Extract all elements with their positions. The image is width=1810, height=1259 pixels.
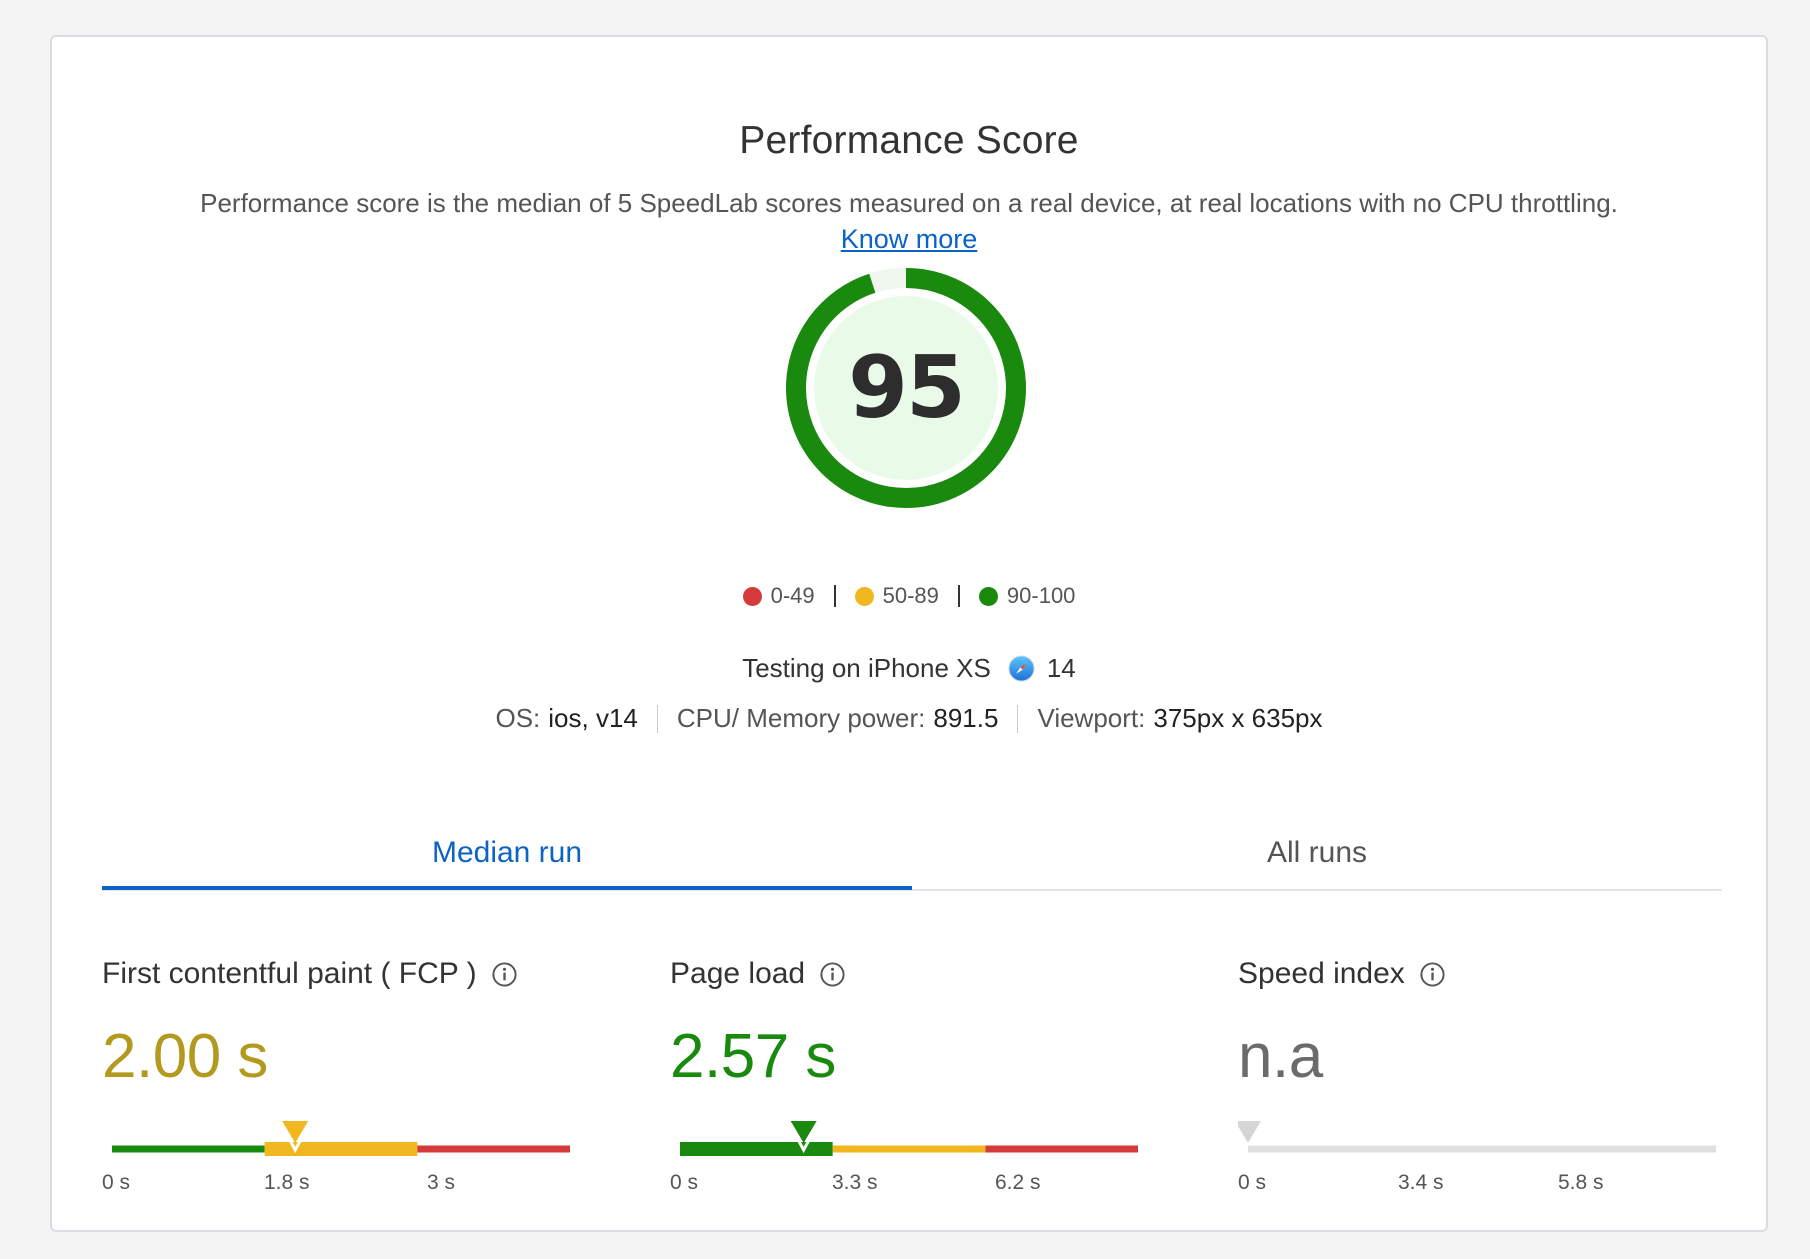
os-value: ios, v14 (548, 703, 638, 733)
legend-divider (833, 585, 836, 607)
legend-label-good: 90-100 (1006, 583, 1076, 608)
tick-label: 1.8 s (264, 1171, 310, 1194)
scale-marker (790, 1121, 817, 1143)
device-label: Testing on iPhone XS (742, 653, 991, 683)
metric-fcp: First contentful paint ( FCP ) 2.00 s 0 … (102, 957, 582, 1217)
scale-marker (1238, 1121, 1261, 1143)
metric-value: 2.00 s (102, 1022, 268, 1091)
metric-name: Page load (670, 957, 846, 991)
scale-segment (112, 1145, 265, 1153)
metric-label: Speed index (1238, 957, 1405, 990)
score-legend: 0-49 50-89 90-100 (52, 583, 1766, 609)
metric-value: 2.57 s (670, 1022, 836, 1091)
tick-label: 0 s (670, 1171, 699, 1194)
metric-label: Page load (670, 957, 806, 990)
scale-segment (680, 1142, 833, 1156)
info-icon[interactable] (491, 961, 518, 988)
legend-dot-red (742, 586, 762, 606)
score-value: 95 (848, 338, 966, 438)
metric-scale-bar (680, 1121, 1138, 1156)
metric-scale-bar (112, 1121, 570, 1156)
os-label: OS: (495, 703, 541, 733)
tick-label: 5.8 s (1558, 1171, 1604, 1194)
gauge-arc (786, 268, 1026, 508)
device-specs: OS: ios, v14 CPU/ Memory power: 891.5 Vi… (52, 703, 1766, 734)
tick-label: 3.3 s (832, 1171, 878, 1194)
browser-version: 14 (1046, 653, 1076, 683)
know-more-container: Know more (52, 224, 1766, 255)
legend-dot-green (978, 586, 998, 606)
know-more-link[interactable]: Know more (840, 224, 978, 254)
scale-segment (417, 1145, 570, 1153)
scale-segment (1404, 1145, 1560, 1153)
scale-segment (264, 1142, 418, 1156)
score-gauge (786, 268, 1026, 508)
safari-icon (1008, 655, 1035, 682)
scale-marker-notch (286, 1136, 304, 1154)
tick-label: 0 s (1238, 1171, 1267, 1194)
scale-segment (832, 1145, 986, 1153)
tab-active-indicator (102, 886, 912, 890)
legend-item-poor: 0-49 (742, 583, 815, 609)
legend-item-good: 90-100 (978, 583, 1076, 609)
legend-dot-yellow (854, 586, 874, 606)
score-description: Performance score is the median of 5 Spe… (200, 188, 1618, 218)
metric-page-load: Page load 2.57 s 0 s 3.3 s 6.2 s (670, 957, 1150, 1217)
metric-name: Speed index (1238, 957, 1446, 991)
tick-label: 3.4 s (1398, 1171, 1444, 1194)
scale-marker (282, 1121, 309, 1143)
scale-marker-notch (795, 1136, 812, 1154)
scale-segment (985, 1145, 1138, 1153)
gauge-fill (814, 296, 998, 480)
legend-label-poor: 0-49 (770, 583, 815, 608)
cpu-label: CPU/ Memory power: (676, 703, 926, 733)
scale-segment (1248, 1145, 1404, 1153)
legend-divider (957, 585, 960, 607)
tab-all-runs[interactable]: All runs (1266, 836, 1368, 869)
specs-divider (656, 704, 658, 733)
metric-scale-bar (1238, 1121, 1716, 1153)
tab-underline-track (102, 889, 1722, 891)
tick-label: 0 s (102, 1171, 131, 1194)
performance-card: Performance Score Performance score is t… (50, 35, 1768, 1232)
viewport-label: Viewport: (1037, 703, 1146, 733)
cpu-value: 891.5 (933, 703, 999, 733)
device-info: Testing on iPhone XS 14 (52, 653, 1766, 684)
page-title: Performance Score (739, 119, 1079, 162)
tick-label: 6.2 s (995, 1171, 1041, 1194)
scale-segment (1560, 1145, 1716, 1153)
legend-label-average: 50-89 (882, 583, 939, 608)
tick-label: 3 s (427, 1171, 456, 1194)
viewport-value: 375px x 635px (1153, 703, 1323, 733)
metric-label: First contentful paint ( FCP ) (102, 957, 477, 990)
metric-speed-index: Speed index n.a 0 s 3.4 s 5.8 s (1238, 957, 1718, 1217)
tab-median-run[interactable]: Median run (431, 836, 583, 869)
legend-item-average: 50-89 (854, 583, 939, 609)
info-icon[interactable] (819, 961, 846, 988)
specs-divider (1017, 704, 1019, 733)
metric-name: First contentful paint ( FCP ) (102, 957, 518, 991)
metric-value: n.a (1238, 1022, 1323, 1091)
info-icon[interactable] (1419, 961, 1446, 988)
